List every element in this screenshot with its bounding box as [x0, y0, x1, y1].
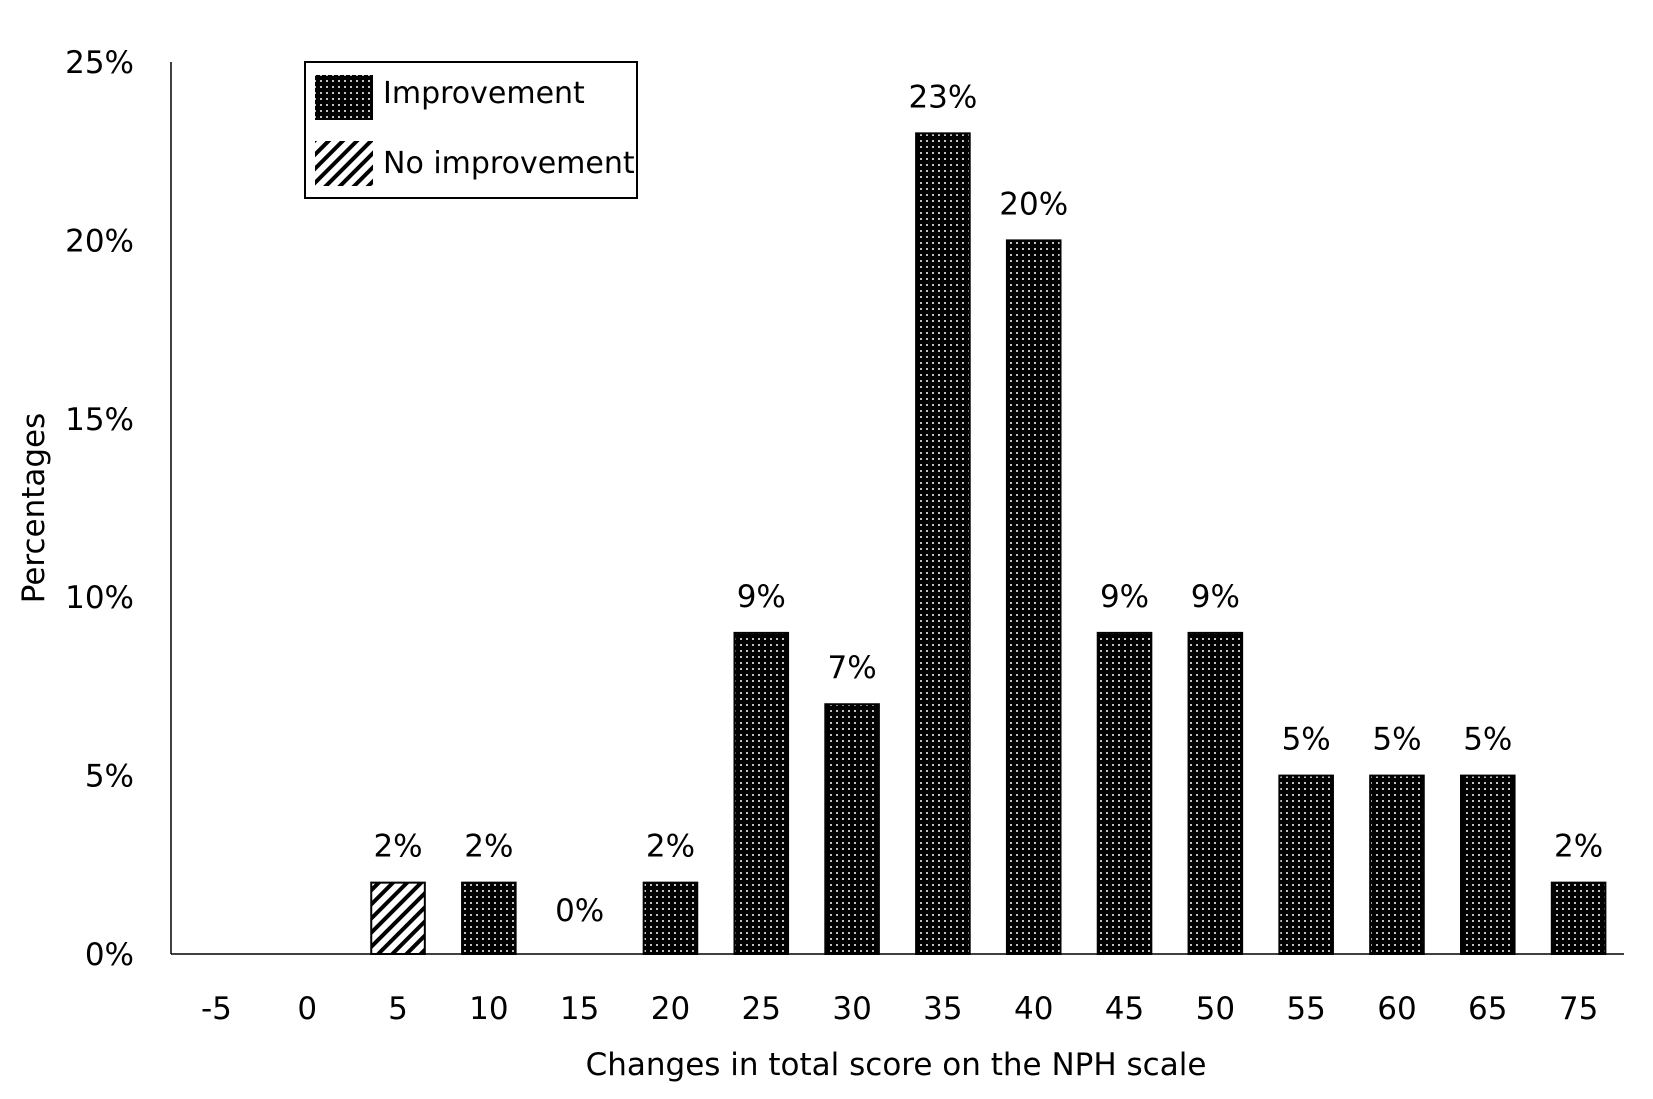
data-label: 5%	[1282, 722, 1331, 758]
x-tick-label: 50	[1196, 991, 1235, 1027]
x-tick-label: 55	[1286, 991, 1325, 1027]
x-tick-label: 5	[388, 991, 408, 1027]
data-label: 23%	[908, 79, 977, 115]
y-tick-label: 5%	[85, 759, 134, 795]
x-tick-label: 45	[1105, 991, 1144, 1027]
y-axis-tick-labels: 0% 5% 10% 15% 20% 25%	[65, 45, 134, 973]
data-label: 2%	[1554, 829, 1603, 865]
data-label: 2%	[646, 829, 695, 865]
bar-improvement	[1187, 631, 1244, 955]
data-labels: 2% 2% 0% 2% 9% 7% 23% 20% 9% 9% 5% 5% 5% 2%	[373, 79, 1603, 929]
bar-improvement	[642, 881, 699, 956]
bar-improvement	[915, 132, 971, 956]
x-tick-label: 15	[560, 991, 599, 1027]
bar-improvement	[1369, 774, 1425, 955]
data-label: 20%	[999, 186, 1068, 222]
data-label: 5%	[1372, 722, 1421, 758]
x-axis-title: Changes in total score on the NPH scale	[586, 1047, 1207, 1083]
data-label: 9%	[737, 579, 786, 615]
y-tick-label: 0%	[85, 937, 134, 973]
bar-improvement	[824, 703, 880, 955]
bars	[370, 132, 1607, 956]
legend-label-no-improvement: No improvement	[383, 146, 635, 181]
data-label: 0%	[555, 893, 604, 929]
data-label: 2%	[464, 829, 513, 865]
data-label: 9%	[1100, 579, 1149, 615]
x-tick-label: 25	[742, 991, 781, 1027]
x-tick-label: 65	[1468, 991, 1507, 1027]
data-label: 5%	[1463, 722, 1512, 758]
x-tick-label: 0	[297, 991, 317, 1027]
x-axis-tick-labels: -5 0 5 10 15 20 25 30 35 40 45 50 55 60 65 75	[201, 991, 1598, 1027]
x-tick-label: -5	[201, 991, 232, 1027]
y-tick-label: 20%	[65, 223, 134, 259]
legend-swatch-no-improvement	[315, 141, 373, 186]
legend-swatch-improvement	[315, 75, 373, 120]
x-tick-label: 30	[832, 991, 871, 1027]
y-tick-label: 10%	[65, 580, 134, 616]
bar-improvement	[1550, 881, 1607, 956]
bar-improvement	[1278, 774, 1334, 955]
y-tick-label: 15%	[65, 402, 134, 438]
y-axis-title: Percentages	[16, 413, 52, 604]
bar-improvement	[1096, 631, 1153, 955]
x-tick-label: 60	[1377, 991, 1416, 1027]
x-tick-label: 10	[469, 991, 508, 1027]
bar-no-improvement	[370, 881, 426, 956]
x-tick-label: 20	[651, 991, 690, 1027]
bar-improvement	[733, 631, 790, 955]
x-tick-label: 40	[1014, 991, 1053, 1027]
legend: Improvement No improvement	[304, 61, 638, 199]
y-tick-label: 25%	[65, 45, 134, 81]
bar-improvement	[461, 881, 517, 956]
x-tick-label: 35	[923, 991, 962, 1027]
data-label: 7%	[828, 650, 877, 686]
x-tick-label: 75	[1559, 991, 1598, 1027]
data-label: 2%	[373, 829, 422, 865]
bar-improvement	[1459, 774, 1516, 955]
legend-label-improvement: Improvement	[383, 76, 585, 111]
bar-improvement	[1005, 239, 1062, 955]
data-label: 9%	[1191, 579, 1240, 615]
